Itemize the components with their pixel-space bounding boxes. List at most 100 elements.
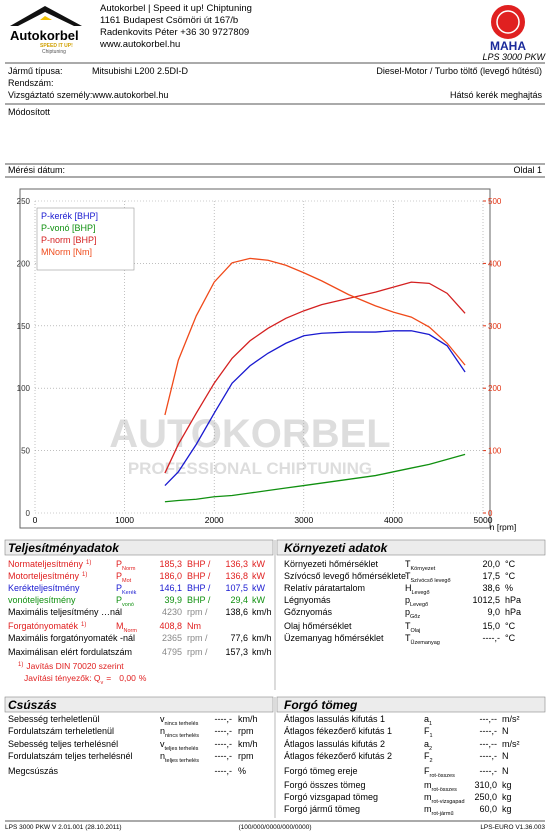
row-label: Kerékteljesítmény [8,583,80,593]
unit: °C [505,571,516,581]
label-text: Légnyomás [284,595,331,605]
symbol-sub: teljes terhelés [165,758,199,764]
symbol: mrot-vizsgapad [424,792,465,805]
unit: rpm / [187,607,208,617]
unit: kg [502,792,512,802]
symbol: nnincs terhelés [160,726,199,739]
series-line [164,330,466,486]
symbol-base: T [405,559,411,569]
label-text: Gőznyomás [284,607,333,617]
symbol-base: n [160,751,165,761]
section-bar [4,696,274,713]
unit: hPa [505,595,521,605]
row-label: Fordulatszám terheletlenül [8,726,114,736]
value: 136,8 [225,571,248,581]
symbol: pGőz [405,607,420,620]
footer-text: LPS-EURO V1.36.003 [480,824,545,831]
value: ----,- [215,726,233,736]
legend-entry: P-vonó [BHP] [41,223,96,233]
symbol: Frot-összes [424,766,455,779]
row-label: Környezeti hőmérséklet [284,559,379,569]
x-tick-label: 0 [33,515,38,525]
y2-tick-label: 300 [488,322,502,331]
label-text: Sebesség teljes terhelésnél [8,739,118,749]
legend-entry: P-norm [BHP] [41,235,97,245]
symbol-base: v [160,739,165,749]
y2-tick-label: 200 [488,384,502,393]
x-tick-label: 2000 [205,515,224,525]
symbol-sub: Üzemanyag [411,639,440,646]
value: 310,0 [474,780,497,790]
unit: hPa [505,607,521,617]
label-text: Maximálisan elért fordulatszám [8,647,132,657]
value: 408,8 [159,621,182,631]
label-text: Környezeti hőmérséklet [284,559,379,569]
row-label: Légnyomás [284,595,331,605]
symbol-base: P [116,571,122,581]
symbol: nteljes terhelés [160,751,199,764]
legend-entry: MNorm [Nm] [41,247,92,257]
row-label: Normateljesítmény 1) [8,559,91,569]
symbol: PMot [116,571,132,584]
value: ----,- [480,726,498,736]
unit: m/s² [502,739,520,749]
unit: km/h [252,647,272,657]
label-text: Forgó tömeg ereje [284,766,358,776]
value: ----,- [480,751,498,761]
symbol: TKörnyezet [405,559,436,572]
symbol: mrot-jármű [424,804,454,817]
series-line [164,281,466,474]
value: 60,0 [479,804,497,814]
watermark: PROFESSIONAL CHIPTUNING [128,459,372,478]
value: ----,- [215,714,233,724]
footer-text: LPS 3000 PKW V 2.01.001 (28.10.2011) [5,824,122,831]
info-label: Mérési dátum: [8,165,65,175]
symbol-base: p [405,595,410,605]
din-note: 1) Javítás DIN 70020 szerint [18,661,124,671]
unit: BHP / [187,559,211,569]
company-line: 1161 Budapest Csömöri út 167/b [100,15,238,26]
unit: kW [252,595,266,605]
symbol-sub: Norm [122,566,136,572]
note-text: Javítás DIN 70020 szerint [26,661,124,671]
symbol: a2 [424,739,432,752]
section-title: Csúszás [8,698,57,712]
row-label: Maximálisan elért fordulatszám [8,647,132,657]
symbol-base: M [116,621,124,631]
symbol-base: F [424,766,430,776]
label-text: Forgó jármű tömeg [284,804,360,814]
label-text: Forgó vizsgapad tömeg [284,792,378,802]
model: LPS 3000 PKW [482,52,546,62]
row-label: Maximális teljesítmény …nál [8,607,122,617]
unit: kW [252,583,266,593]
value: 146,1 [159,583,182,593]
value: 38,6 [482,583,500,593]
row-label: Forgó vizsgapad tömeg [284,792,378,802]
label-text: Szívócső levegő hőmérséklete [284,571,406,581]
info-value: Diesel-Motor / Turbo töltő (levegő hűtés… [376,66,542,76]
y2-tick-label: 0 [488,509,493,518]
symbol-base: F [424,751,430,761]
value: 107,5 [225,583,248,593]
label-text: Átlagos lassulás kifutás 2 [284,739,385,749]
value: ----,- [215,739,233,749]
x-tick-label: 4000 [384,515,403,525]
label-text: Sebesség terheletlenül [8,714,100,724]
note-ref: 1) [82,572,87,578]
row-label: Üzemanyag hőmérséklet [284,633,384,643]
correction-value: 0,00 [119,673,136,683]
correction-label: Javítási tényezők: Q [24,673,101,683]
value: 4795 [162,647,182,657]
logo-name: Autokorbel [10,28,79,43]
row-label: Motorteljesítmény 1) [8,571,87,581]
symbol-base: m [424,792,432,802]
symbol: vteljes terhelés [160,739,199,752]
value: 1012,5 [472,595,500,605]
unit: N [502,766,509,776]
symbol-sub: Szívócső levegő [411,578,451,584]
symbol-sub: Gőz [410,614,420,620]
value: 20,0 [482,559,500,569]
value: 39,9 [164,595,182,605]
symbol: MNorm [116,621,137,634]
